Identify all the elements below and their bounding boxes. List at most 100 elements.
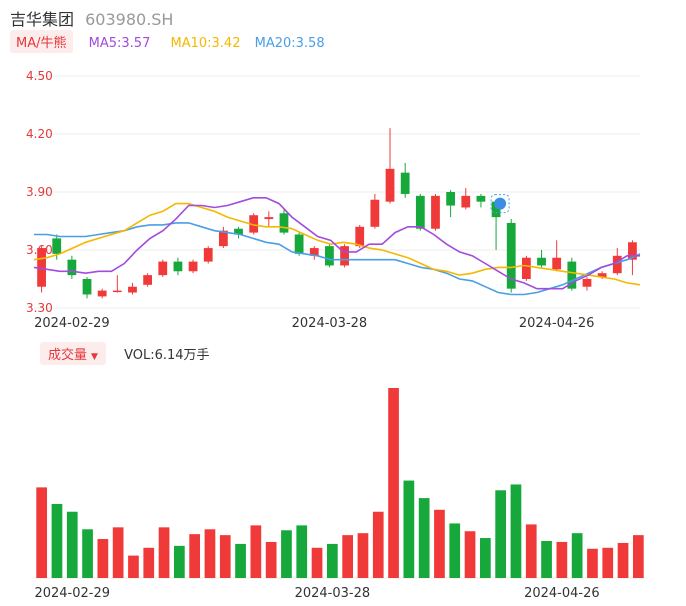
volume-bar	[128, 555, 139, 578]
candle-body	[385, 168, 395, 202]
volume-bar	[403, 480, 415, 578]
ma-legend: MA/牛熊 MA5:3.57 MA10:3.42 MA20:3.58	[10, 30, 325, 54]
volume-bar	[265, 541, 277, 578]
candle-body	[612, 255, 622, 274]
volume-bar	[571, 533, 583, 578]
volume-bar	[434, 509, 445, 578]
candle-body	[249, 215, 259, 233]
candle-body	[370, 199, 380, 227]
candle-body	[340, 246, 349, 266]
volume-bar	[36, 487, 48, 578]
candle-body	[355, 226, 365, 247]
volume-bar	[541, 540, 552, 578]
ma20-label: MA20:3.58	[254, 36, 325, 51]
y-tick-label: 4.20	[26, 127, 53, 141]
candle-body	[234, 228, 243, 235]
candle-body	[67, 259, 77, 276]
volume-x-tick-label: 2024-02-29	[34, 586, 110, 601]
candle-body	[506, 222, 516, 289]
volume-bar	[525, 524, 537, 578]
volume-bar	[342, 535, 354, 578]
y-tick-label: 3.90	[26, 185, 53, 199]
volume-indicator-selector[interactable]: 成交量 ▼	[40, 342, 106, 365]
volume-bar	[326, 543, 338, 578]
candle-body	[188, 261, 198, 272]
volume-bar	[372, 511, 384, 578]
ma-indicator-selector[interactable]: MA/牛熊	[10, 30, 73, 53]
candle-body	[325, 246, 334, 266]
volume-x-tick-label: 2024-04-26	[524, 586, 600, 601]
candle-body	[203, 248, 213, 262]
x-tick-label: 2024-04-26	[519, 316, 595, 331]
ma5-line	[33, 197, 640, 290]
volume-legend: 成交量 ▼ VOL:6.14万手	[40, 342, 210, 365]
x-tick-label: 2024-03-28	[292, 316, 368, 331]
volume-bar	[204, 529, 216, 578]
candle-body	[628, 242, 637, 260]
candle-body	[158, 261, 168, 276]
volume-bar	[632, 535, 644, 578]
ma10-label: MA10:3.42	[170, 36, 241, 51]
volume-chart[interactable]: 2024-02-29 2024-03-28 2024-04-26	[0, 340, 686, 606]
volume-bar	[143, 547, 155, 578]
candle-body	[446, 192, 456, 206]
volume-bar	[464, 531, 476, 578]
candle-body	[461, 195, 471, 208]
volume-bar	[51, 503, 63, 578]
candle-body	[521, 257, 531, 279]
stock-name: 吉华集团	[10, 10, 75, 29]
volume-bar	[495, 490, 507, 578]
candle-body	[97, 290, 107, 297]
candle-body	[400, 172, 410, 194]
volume-bar	[602, 547, 614, 578]
y-tick-label: 4.50	[26, 69, 53, 83]
volume-bar	[617, 542, 629, 578]
volume-bar	[219, 535, 231, 578]
volume-bar	[66, 511, 78, 578]
volume-bar	[158, 527, 170, 578]
volume-bar	[112, 527, 124, 578]
candle-body	[264, 217, 274, 220]
candle-body	[597, 273, 607, 278]
volume-bar	[250, 525, 262, 578]
volume-bar	[281, 530, 292, 578]
ma10-line	[33, 202, 641, 286]
volume-x-tick-label: 2024-03-28	[295, 586, 371, 601]
volume-bar	[510, 484, 522, 578]
candle-body	[415, 195, 425, 229]
candle-body	[431, 195, 440, 229]
candle-body	[52, 238, 62, 254]
candle-body	[491, 201, 501, 218]
volume-bar	[173, 545, 185, 578]
dropdown-arrow-icon: ▼	[91, 352, 98, 362]
candle-body	[82, 279, 92, 295]
volume-bar	[235, 543, 246, 578]
volume-bar	[97, 539, 109, 578]
y-tick-label: 3.30	[26, 301, 53, 315]
stock-header: 吉华集团 603980.SH	[10, 6, 173, 29]
candle-body	[218, 230, 228, 247]
volume-bar	[418, 498, 430, 578]
candlestick-chart[interactable]: 4.504.203.903.603.302024-02-292024-03-28…	[0, 0, 686, 340]
volume-bar	[479, 538, 491, 578]
candle-body	[552, 257, 562, 270]
candle-body	[37, 248, 46, 287]
candle-body	[537, 257, 546, 266]
ma20-line	[34, 222, 641, 296]
candle-body	[582, 279, 592, 287]
candle-body	[476, 195, 486, 202]
candle-body	[279, 213, 289, 233]
candle-body	[294, 234, 304, 254]
candle-body	[309, 248, 319, 256]
volume-bar	[311, 547, 323, 578]
candle-body	[128, 286, 137, 293]
ma5-label: MA5:3.57	[88, 36, 151, 51]
volume-tag-label: 成交量	[48, 348, 88, 363]
volume-bar	[587, 548, 598, 578]
event-marker-icon	[494, 197, 507, 210]
candle-body	[143, 275, 153, 285]
candle-body	[567, 261, 577, 289]
candle-body	[173, 261, 183, 272]
event-marker-frame	[490, 194, 510, 214]
candle-body	[112, 290, 122, 293]
